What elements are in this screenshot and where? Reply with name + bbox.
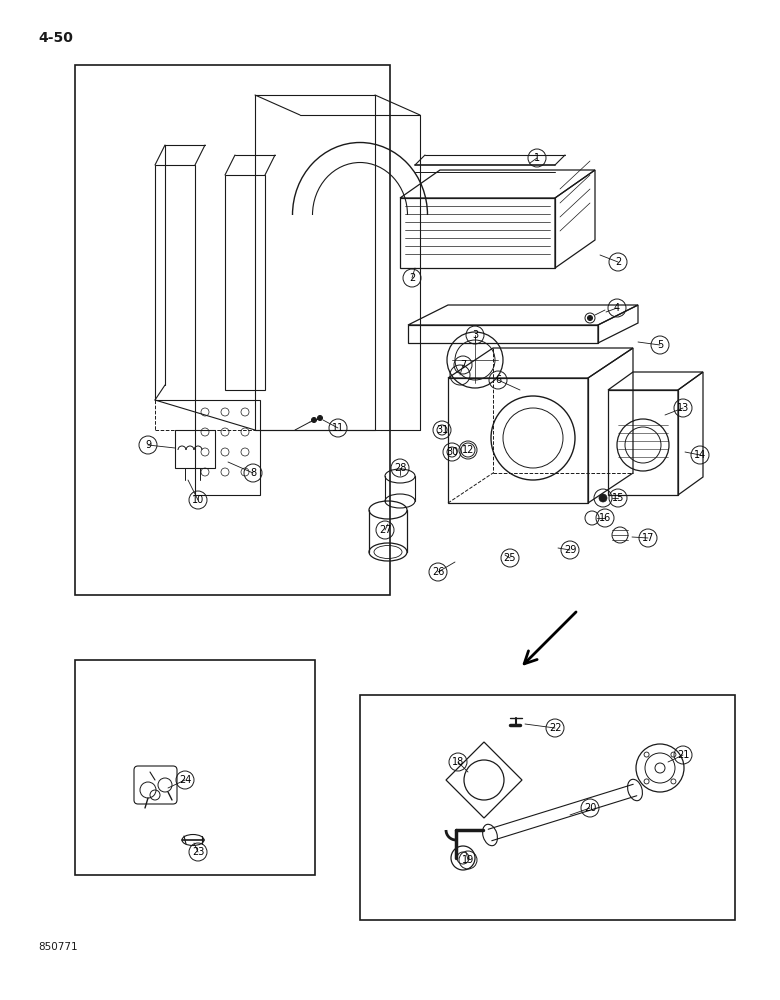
- Text: 23: 23: [192, 847, 204, 857]
- Text: 10: 10: [192, 495, 204, 505]
- Text: 25: 25: [504, 553, 516, 563]
- Text: 4-50: 4-50: [38, 31, 73, 45]
- Text: 14: 14: [694, 450, 706, 460]
- Text: 22: 22: [549, 723, 562, 733]
- Bar: [75, 65, 390, 595]
- Text: 5: 5: [657, 340, 663, 350]
- Text: 28: 28: [394, 463, 406, 473]
- Text: 29: 29: [564, 545, 576, 555]
- Text: 850771: 850771: [38, 942, 78, 952]
- Circle shape: [317, 416, 322, 420]
- Bar: [75, 660, 315, 875]
- Text: 26: 26: [432, 567, 444, 577]
- Text: 24: 24: [179, 775, 191, 785]
- Text: 2: 2: [615, 257, 621, 267]
- Text: 8: 8: [250, 468, 256, 478]
- Text: 9: 9: [145, 440, 151, 450]
- Text: 21: 21: [677, 750, 690, 760]
- Text: 4: 4: [614, 303, 620, 313]
- Text: 3: 3: [472, 330, 478, 340]
- Bar: [360, 695, 735, 920]
- Text: 27: 27: [379, 525, 392, 535]
- Text: 19: 19: [462, 855, 474, 865]
- Text: 31: 31: [436, 425, 448, 435]
- Text: 12: 12: [462, 445, 474, 455]
- Text: 7: 7: [460, 360, 466, 370]
- Text: 11: 11: [332, 423, 344, 433]
- Text: 20: 20: [583, 803, 596, 813]
- Circle shape: [311, 418, 317, 422]
- Text: 15: 15: [612, 493, 624, 503]
- Text: 6: 6: [495, 375, 501, 385]
- Circle shape: [587, 316, 593, 320]
- Text: 30: 30: [446, 447, 458, 457]
- Text: 17: 17: [642, 533, 654, 543]
- Text: 13: 13: [677, 403, 689, 413]
- Text: 1: 1: [534, 153, 540, 163]
- Text: 2: 2: [409, 273, 415, 283]
- Text: 18: 18: [452, 757, 464, 767]
- Text: 16: 16: [599, 513, 611, 523]
- Circle shape: [599, 494, 607, 502]
